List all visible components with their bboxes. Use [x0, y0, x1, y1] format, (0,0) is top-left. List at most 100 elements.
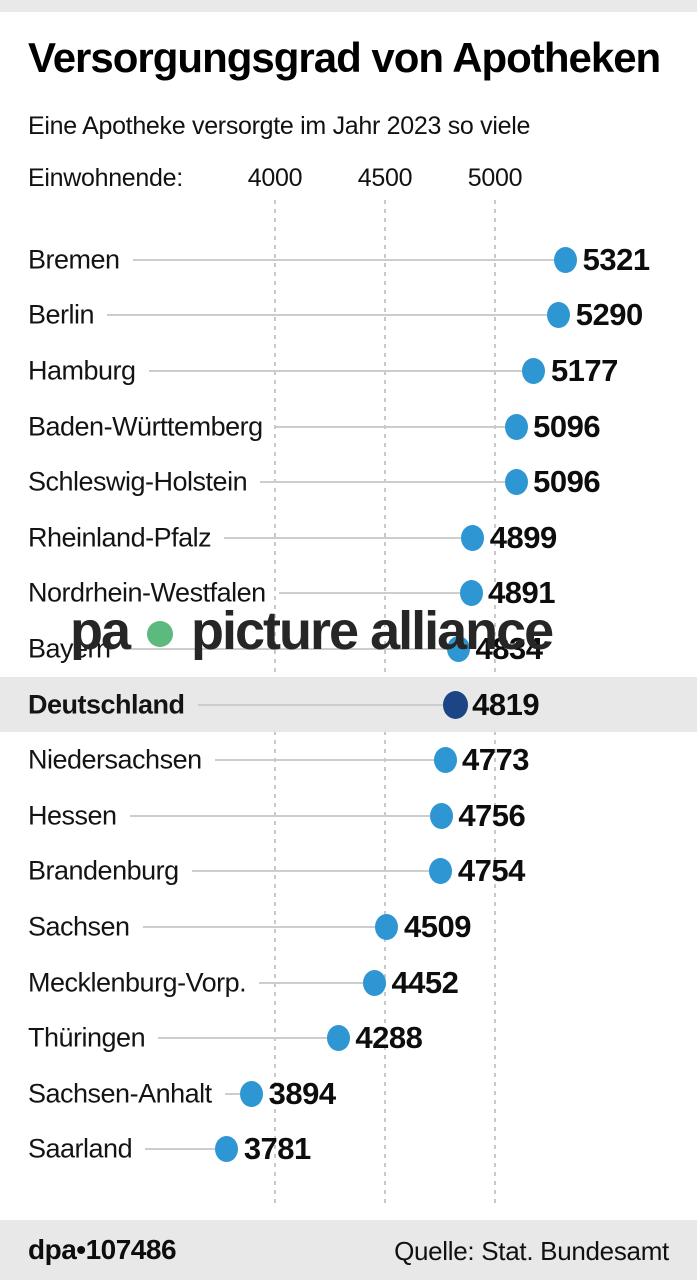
row-value: 4891	[488, 575, 555, 611]
data-dot	[504, 469, 528, 496]
data-dot	[461, 524, 485, 551]
chart-row: Bremen 5321	[0, 232, 697, 288]
data-dot	[446, 635, 470, 662]
connector-line	[145, 1148, 216, 1151]
footer-source: Quelle: Stat. Bundesamt	[394, 1236, 669, 1266]
watermark: pa picture alliance	[70, 601, 554, 661]
row-label: Nordrhein-Westfalen	[28, 577, 266, 608]
row-value: 4819	[472, 686, 540, 722]
connector-line	[130, 814, 430, 817]
row-value: 4509	[403, 908, 471, 944]
data-dot	[433, 747, 457, 774]
row-label: Hamburg	[28, 355, 136, 386]
chart-row: Niedersachsen 4773	[0, 732, 697, 788]
chart-row: Thüringen 4288	[0, 1010, 697, 1066]
row-label: Berlin	[28, 299, 95, 330]
axis-caption: Einwohnende:	[28, 164, 183, 192]
row-value: 4899	[489, 519, 557, 555]
row-value: 4754	[457, 853, 525, 889]
chart-row: Rheinland-Pfalz 4899	[0, 510, 697, 566]
row-value: 5321	[582, 241, 650, 277]
row-value: 4452	[391, 964, 459, 1000]
chart-row: Bayern 4834	[0, 621, 697, 677]
chart-row: Deutschland 4819	[0, 676, 697, 733]
connector-line	[192, 870, 430, 873]
chart-row: Hessen 4756	[0, 788, 697, 844]
chart-row: Schleswig-Holstein 5096	[0, 454, 697, 510]
connector-line	[276, 425, 505, 428]
connector-line	[107, 314, 548, 317]
row-value: 4288	[355, 1020, 423, 1056]
data-dot	[215, 1136, 239, 1163]
row-label: Schleswig-Holstein	[28, 466, 248, 497]
watermark-dot-icon	[147, 621, 174, 647]
data-dot	[326, 1025, 350, 1052]
row-label: Brandenburg	[28, 855, 179, 886]
page-title: Versorgungsgrad von Apotheken	[28, 34, 661, 81]
chart-row: Hamburg 5177	[0, 343, 697, 399]
data-dot	[547, 302, 571, 329]
footer-credit: dpa•107486	[28, 1234, 177, 1265]
data-dot	[554, 246, 578, 273]
row-value: 3894	[268, 1075, 336, 1111]
row-label: Mecklenburg-Vorp.	[28, 967, 247, 998]
connector-line	[224, 536, 462, 539]
row-value: 4834	[475, 630, 543, 666]
connector-line	[133, 258, 555, 261]
row-value: 3781	[243, 1131, 311, 1167]
data-dot	[442, 690, 468, 719]
row-label: Niedersachsen	[28, 744, 202, 775]
axis-tick-label: 4000	[247, 164, 303, 192]
row-value: 4756	[458, 797, 526, 833]
chart-row: Sachsen-Anhalt 3894	[0, 1066, 697, 1122]
axis-tick-label: 4500	[357, 164, 413, 192]
row-label: Deutschland	[28, 689, 185, 720]
connector-line	[143, 925, 376, 928]
data-dot	[522, 357, 546, 384]
data-dot	[362, 969, 386, 996]
row-value: 5290	[575, 297, 643, 333]
footer: dpa•107486 Quelle: Stat. Bundesamt	[0, 1220, 697, 1280]
row-value: 4773	[462, 742, 530, 778]
connector-line	[259, 981, 363, 984]
watermark-logo: pa	[70, 601, 131, 661]
row-value: 5177	[550, 352, 618, 388]
top-strip	[0, 0, 697, 12]
chart-row: Mecklenburg-Vorp. 4452	[0, 955, 697, 1011]
connector-line	[198, 703, 443, 706]
row-label: Bremen	[28, 244, 120, 275]
data-dot	[459, 580, 483, 607]
row-label: Hessen	[28, 800, 117, 831]
connector-line	[124, 647, 447, 650]
data-dot	[504, 413, 528, 440]
connector-line	[215, 759, 434, 762]
row-value: 5096	[533, 464, 601, 500]
chart-row: Nordrhein-Westfalen 4891	[0, 566, 697, 622]
chart-row: Berlin 5290	[0, 288, 697, 344]
row-value: 5096	[533, 408, 601, 444]
connector-line	[149, 369, 523, 372]
subtitle: Eine Apotheke versorgte im Jahr 2023 so …	[28, 112, 531, 140]
data-dot	[429, 858, 453, 885]
connector-line	[260, 481, 505, 484]
data-dot	[429, 802, 453, 829]
row-label: Rheinland-Pfalz	[28, 522, 212, 553]
watermark-text: picture alliance	[191, 601, 554, 661]
row-label: Baden-Württemberg	[28, 411, 263, 442]
chart-row: Baden-Württemberg 5096	[0, 399, 697, 455]
chart-row: Brandenburg 4754	[0, 844, 697, 900]
chart-row: Sachsen 4509	[0, 899, 697, 955]
axis-tick-label: 5000	[467, 164, 523, 192]
connector-line	[158, 1037, 327, 1040]
row-label: Saarland	[28, 1133, 133, 1164]
row-label: Sachsen	[28, 911, 130, 942]
data-dot	[240, 1080, 264, 1107]
data-dot	[375, 913, 399, 940]
row-label: Sachsen-Anhalt	[28, 1078, 212, 1109]
connector-line	[279, 592, 460, 595]
row-label: Thüringen	[28, 1022, 146, 1053]
chart-row: Saarland 3781	[0, 1122, 697, 1178]
row-label: Bayern	[28, 633, 111, 664]
